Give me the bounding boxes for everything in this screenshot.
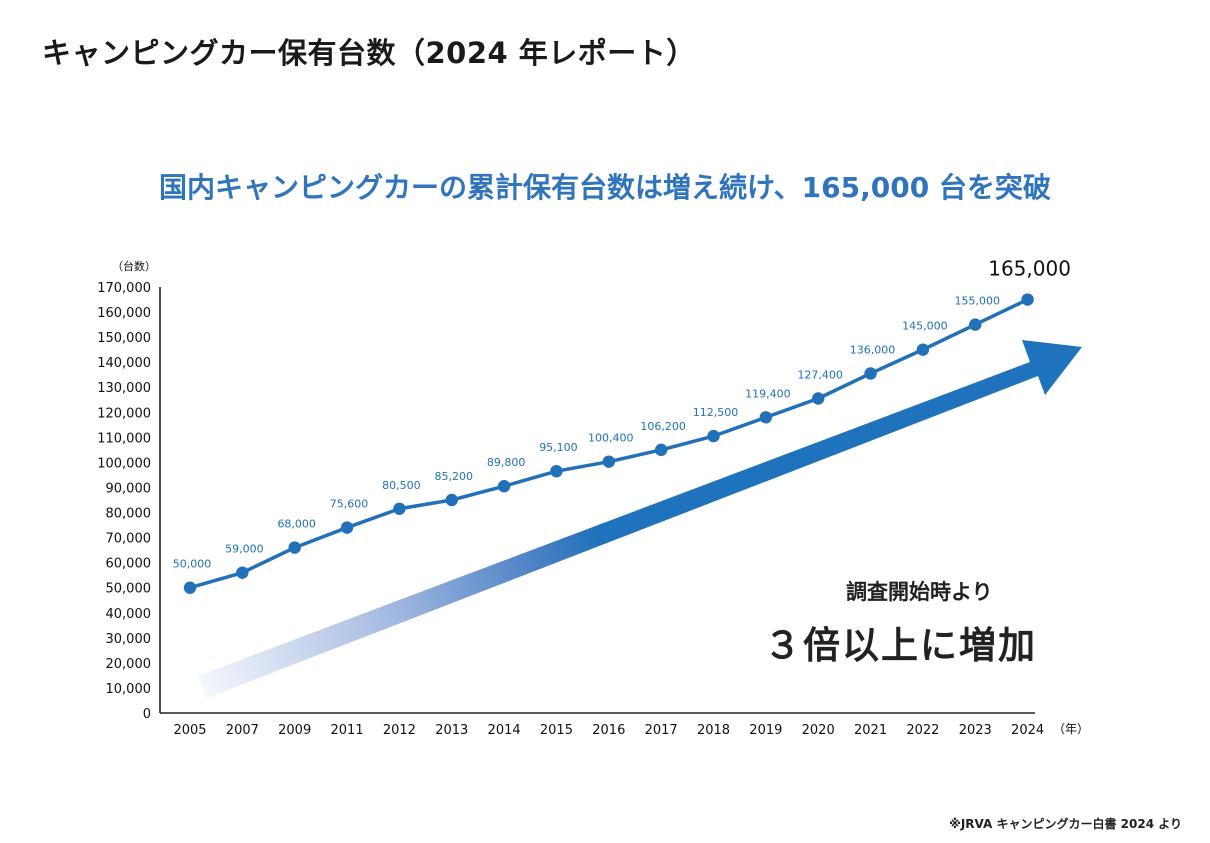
data-point: [1021, 293, 1034, 306]
y-tick-label: 80,000: [106, 507, 152, 522]
y-tick-label: 120,000: [97, 406, 151, 421]
data-point: [916, 343, 930, 356]
x-tick-label: 2012: [383, 723, 416, 738]
data-point: [864, 367, 877, 380]
data-point: [236, 566, 249, 579]
data-point: [340, 521, 354, 534]
y-tick-label: 170,000: [97, 281, 151, 296]
data-label: 119,400: [745, 387, 791, 400]
y-tick-label: 30,000: [106, 632, 152, 647]
y-tick-label: 160,000: [97, 306, 151, 321]
growth-arrow: [198, 340, 1082, 698]
x-tick-label: 2023: [959, 723, 992, 738]
y-tick-label: 70,000: [106, 532, 152, 547]
chart-headline: 国内キャンピングカーの累計保有台数は増え続け、165,000 台を突破: [159, 171, 1051, 204]
x-tick-label: 2022: [906, 723, 939, 738]
x-tick-label: 2019: [749, 723, 782, 738]
source-note: ※JRVA キャンピングカー白書 2024 より: [949, 817, 1182, 831]
y-tick-label: 50,000: [106, 582, 152, 597]
y-tick-label: 110,000: [97, 431, 151, 446]
data-label: 95,100: [539, 441, 578, 454]
x-tick-label: 2017: [645, 723, 678, 738]
data-label: 59,000: [225, 543, 264, 556]
data-point: [288, 541, 301, 554]
y-axis-label: （台数）: [112, 259, 156, 273]
data-label: 75,600: [330, 498, 369, 511]
page-title: キャンピングカー保有台数（2024 年レポート）: [42, 36, 696, 70]
data-label: 50,000: [173, 558, 212, 571]
growth-note-line1: 調査開始時より: [846, 580, 993, 604]
data-label: 85,200: [435, 470, 474, 483]
data-point: [969, 318, 982, 331]
data-label: 89,800: [487, 456, 526, 469]
y-tick-label: 90,000: [106, 481, 152, 496]
x-tick-label: 2020: [802, 723, 835, 738]
y-tick-label: 40,000: [106, 607, 152, 622]
data-point: [497, 480, 511, 493]
data-point: [707, 429, 720, 443]
x-tick-label: 2009: [278, 723, 311, 738]
data-label: 100,400: [588, 432, 634, 445]
data-point: [759, 411, 773, 424]
y-tick-label: 100,000: [97, 456, 151, 471]
y-tick-label: 130,000: [97, 381, 151, 396]
data-label: 136,000: [850, 343, 896, 356]
x-tick-label: 2018: [697, 723, 730, 738]
y-tick-label: 0: [143, 707, 151, 722]
x-tick-label: 2016: [592, 723, 625, 738]
data-label: 155,000: [955, 295, 1001, 308]
data-point: [393, 502, 406, 515]
y-tick-label: 10,000: [106, 682, 152, 697]
y-tick-label: 60,000: [106, 557, 152, 572]
data-point: [602, 455, 615, 468]
data-label: 106,200: [640, 420, 686, 433]
data-label: 68,000: [277, 518, 316, 531]
y-tick-label: 140,000: [97, 356, 151, 371]
x-tick-label: 2011: [331, 723, 364, 738]
final-value-label: 165,000: [988, 257, 1071, 281]
data-point: [550, 464, 563, 478]
y-tick-label: 20,000: [106, 657, 152, 672]
data-point: [812, 392, 825, 405]
x-tick-label: 2024: [1011, 723, 1044, 738]
data-point: [183, 581, 197, 594]
x-tick-label: 2021: [854, 723, 887, 738]
data-label: 145,000: [902, 320, 948, 333]
x-axis-label: （年）: [1053, 722, 1089, 736]
x-tick-label: 2013: [435, 723, 468, 738]
data-point: [654, 443, 668, 457]
x-tick-label: 2015: [540, 723, 573, 738]
x-tick-label: 2005: [173, 723, 206, 738]
data-label: 112,500: [693, 406, 739, 419]
data-label: 80,500: [382, 479, 421, 492]
x-tick-label: 2007: [226, 723, 259, 738]
data-label: 127,400: [797, 369, 843, 382]
y-tick-label: 150,000: [97, 331, 151, 346]
x-tick-label: 2014: [488, 723, 521, 738]
data-point: [445, 493, 458, 507]
growth-note-line2: ３倍以上に増加: [764, 624, 1037, 667]
